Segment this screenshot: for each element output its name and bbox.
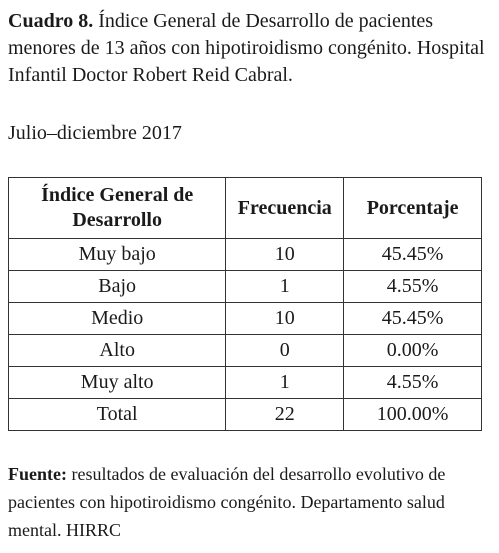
source-label: Fuente: xyxy=(8,464,67,484)
caption-label: Cuadro 8. xyxy=(8,10,94,32)
table-row: Muy bajo 10 45.45% xyxy=(7,238,482,271)
table-header-row: Índice General de Desarrollo Frecuencia … xyxy=(7,177,482,239)
row-frequency: 10 xyxy=(225,238,345,271)
row-category: Muy alto xyxy=(7,366,227,399)
table-row: Alto 0 0.00% xyxy=(7,334,482,367)
row-percentage: 4.55% xyxy=(343,270,482,303)
data-table: Índice General de Desarrollo Frecuencia … xyxy=(7,177,482,431)
source-text: resultados de evaluación del desarrollo … xyxy=(8,464,446,540)
row-category: Alto xyxy=(7,334,227,367)
header-percentage: Porcentaje xyxy=(343,177,482,239)
row-percentage: 0.00% xyxy=(343,334,482,367)
row-frequency: 0 xyxy=(225,334,345,367)
row-percentage: 45.45% xyxy=(343,238,482,271)
period-label: Julio–diciembre 2017 xyxy=(8,122,182,144)
row-percentage: 45.45% xyxy=(343,302,482,335)
table-caption: Cuadro 8. Índice General de Desarrollo d… xyxy=(8,8,493,89)
row-category: Bajo xyxy=(7,270,227,303)
row-percentage: 4.55% xyxy=(343,366,482,399)
header-frequency: Frecuencia xyxy=(225,177,345,239)
header-index: Índice General de Desarrollo xyxy=(7,177,227,239)
row-category: Muy bajo xyxy=(7,238,227,271)
caption-text: Índice General de Desarrollo de paciente… xyxy=(8,10,485,86)
table-row: Bajo 1 4.55% xyxy=(7,270,482,303)
table-row: Muy alto 1 4.55% xyxy=(7,366,482,399)
row-category: Medio xyxy=(7,302,227,335)
row-category: Total xyxy=(7,398,227,431)
row-frequency: 10 xyxy=(225,302,345,335)
row-frequency: 1 xyxy=(225,270,345,303)
table-row: Medio 10 45.45% xyxy=(7,302,482,335)
row-percentage: 100.00% xyxy=(343,398,482,431)
row-frequency: 22 xyxy=(225,398,345,431)
table-row-total: Total 22 100.00% xyxy=(7,398,482,431)
source-note: Fuente: resultados de evaluación del des… xyxy=(8,460,493,544)
row-frequency: 1 xyxy=(225,366,345,399)
